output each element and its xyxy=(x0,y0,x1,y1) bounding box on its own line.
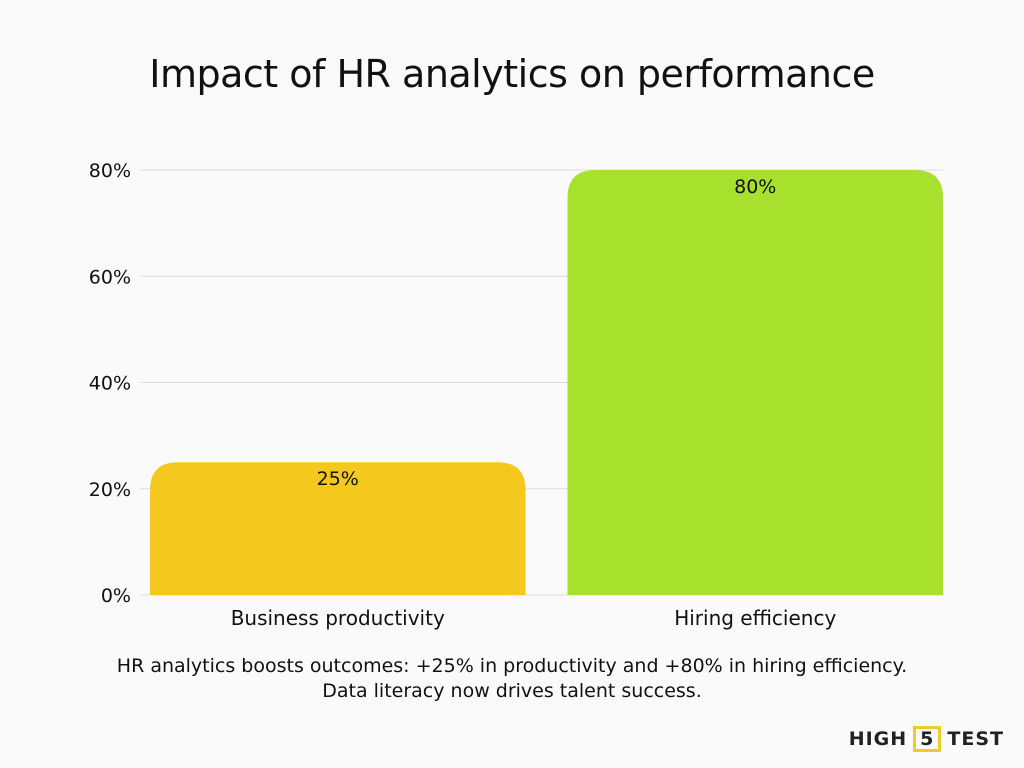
x-tick-label: Hiring efficiency xyxy=(674,606,836,630)
data-label: 80% xyxy=(734,176,776,198)
y-tick-label: 80% xyxy=(89,160,131,182)
y-tick-label: 40% xyxy=(89,373,131,395)
data-label: 25% xyxy=(317,468,359,490)
logo-text-right: TEST xyxy=(947,728,1004,750)
y-tick-label: 20% xyxy=(89,479,131,501)
caption-line-1: HR analytics boosts outcomes: +25% in pr… xyxy=(116,655,908,677)
logo-five: 5 xyxy=(913,726,942,752)
chart-title: Impact of HR analytics on performance xyxy=(149,52,875,96)
y-tick-label: 60% xyxy=(89,266,131,288)
bar xyxy=(150,462,526,595)
x-tick-label: Business productivity xyxy=(231,606,445,630)
y-tick-label: 0% xyxy=(101,585,131,607)
bar xyxy=(567,170,943,595)
caption-line-2: Data literacy now drives talent success. xyxy=(322,680,702,702)
logo-text-left: HIGH xyxy=(848,728,908,750)
high5test-logo: HIGH 5 TEST xyxy=(849,726,1004,752)
chart-caption: HR analytics boosts outcomes: +25% in pr… xyxy=(0,654,1024,704)
